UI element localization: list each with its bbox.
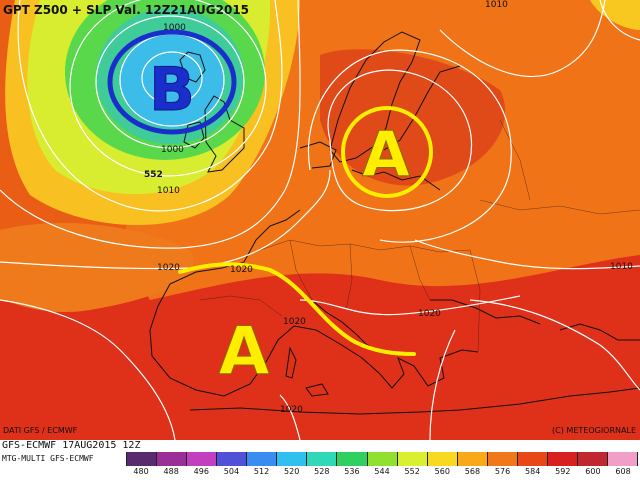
legend-swatch — [547, 452, 578, 466]
low-letter: B — [149, 55, 195, 125]
legend-swatch — [517, 452, 548, 466]
legend-tick-label: 576 — [494, 467, 511, 476]
legend-tick-label: 536 — [344, 467, 360, 476]
legend-tick-label: 504 — [223, 467, 240, 476]
legend-swatch — [307, 452, 338, 466]
weather-map: GPT Z500 + SLP Val. 12Z21AUG2015 B A A 1… — [0, 0, 640, 440]
legend-tick-label: 488 — [163, 467, 179, 476]
legend-tick-label: 480 — [133, 467, 149, 476]
legend-swatch — [157, 452, 188, 466]
low-ellipse — [107, 29, 237, 135]
legend-tick-label: 520 — [284, 467, 300, 476]
legend-swatch — [187, 452, 218, 466]
legend-tick-label: 592 — [555, 467, 571, 476]
footer-panel: GFS-ECMWF 17AUG2015 12Z MTG-MULTI GFS-EC… — [0, 440, 640, 493]
run-label: GFS-ECMWF 17AUG2015 12Z — [2, 440, 141, 451]
legend-swatch — [277, 452, 308, 466]
color-legend-ticks: 480 488 496 504 512 520 528 536 544 552 560 568 576 5… — [126, 467, 638, 479]
legend-swatch — [217, 452, 248, 466]
coastlines — [149, 31, 640, 415]
map-title: GPT Z500 + SLP Val. 12Z21AUG2015 — [3, 3, 249, 17]
isobar-label: 1010 — [610, 262, 633, 272]
legend-tick-label: 568 — [464, 467, 481, 476]
legend-tick-label: 528 — [314, 467, 330, 476]
isobar-label: 1020 — [280, 405, 303, 415]
isobar-label: 1020 — [418, 309, 441, 319]
source-label: DATI GFS / ECMWF — [3, 426, 78, 435]
copyright-label: (C) METEOGIORNALE — [552, 426, 636, 435]
high-letter-scandinavia: A — [362, 118, 410, 191]
isobar-label: 1020 — [157, 263, 180, 273]
model-label: MTG-MULTI GFS-ECMWF — [2, 454, 94, 463]
isobar-label: 1000 — [163, 23, 186, 33]
isobar-label: 1010 — [157, 186, 180, 196]
legend-tick-label: 544 — [374, 467, 390, 476]
legend-tick-label: 496 — [193, 467, 209, 476]
high-circle — [341, 106, 433, 198]
legend-swatch — [577, 452, 608, 466]
legend-tick-label: 552 — [404, 467, 420, 476]
isobar-label: 1000 — [161, 145, 184, 155]
legend-tick-label: 600 — [585, 467, 601, 476]
isobar-label: 1020 — [283, 317, 306, 327]
legend-tick-label: 560 — [434, 467, 450, 476]
legend-swatch — [397, 452, 428, 466]
legend-swatch — [608, 452, 639, 466]
field-cyan-core — [120, 32, 224, 128]
legend-swatch — [126, 452, 158, 466]
legend-tick-label: 512 — [253, 467, 270, 476]
legend-swatch — [487, 452, 518, 466]
borders — [199, 119, 640, 353]
color-legend — [126, 452, 639, 466]
isobar-label: 1020 — [230, 265, 253, 275]
legend-swatch — [427, 452, 458, 466]
isobar-label: 1010 — [485, 0, 508, 10]
legend-swatch — [367, 452, 398, 466]
legend-swatch — [337, 452, 368, 466]
legend-tick-label: 584 — [525, 467, 541, 476]
high-letter-iberia: A — [218, 313, 269, 390]
geopotential-label: 552 — [144, 170, 163, 180]
ridge-axis — [178, 262, 416, 356]
legend-tick-label: 608 — [615, 467, 631, 476]
isobar-labels: 1000 1000 1010 1010 1020 1020 1020 1020 … — [144, 0, 633, 415]
legend-swatch — [247, 452, 278, 466]
legend-swatch — [457, 452, 488, 466]
